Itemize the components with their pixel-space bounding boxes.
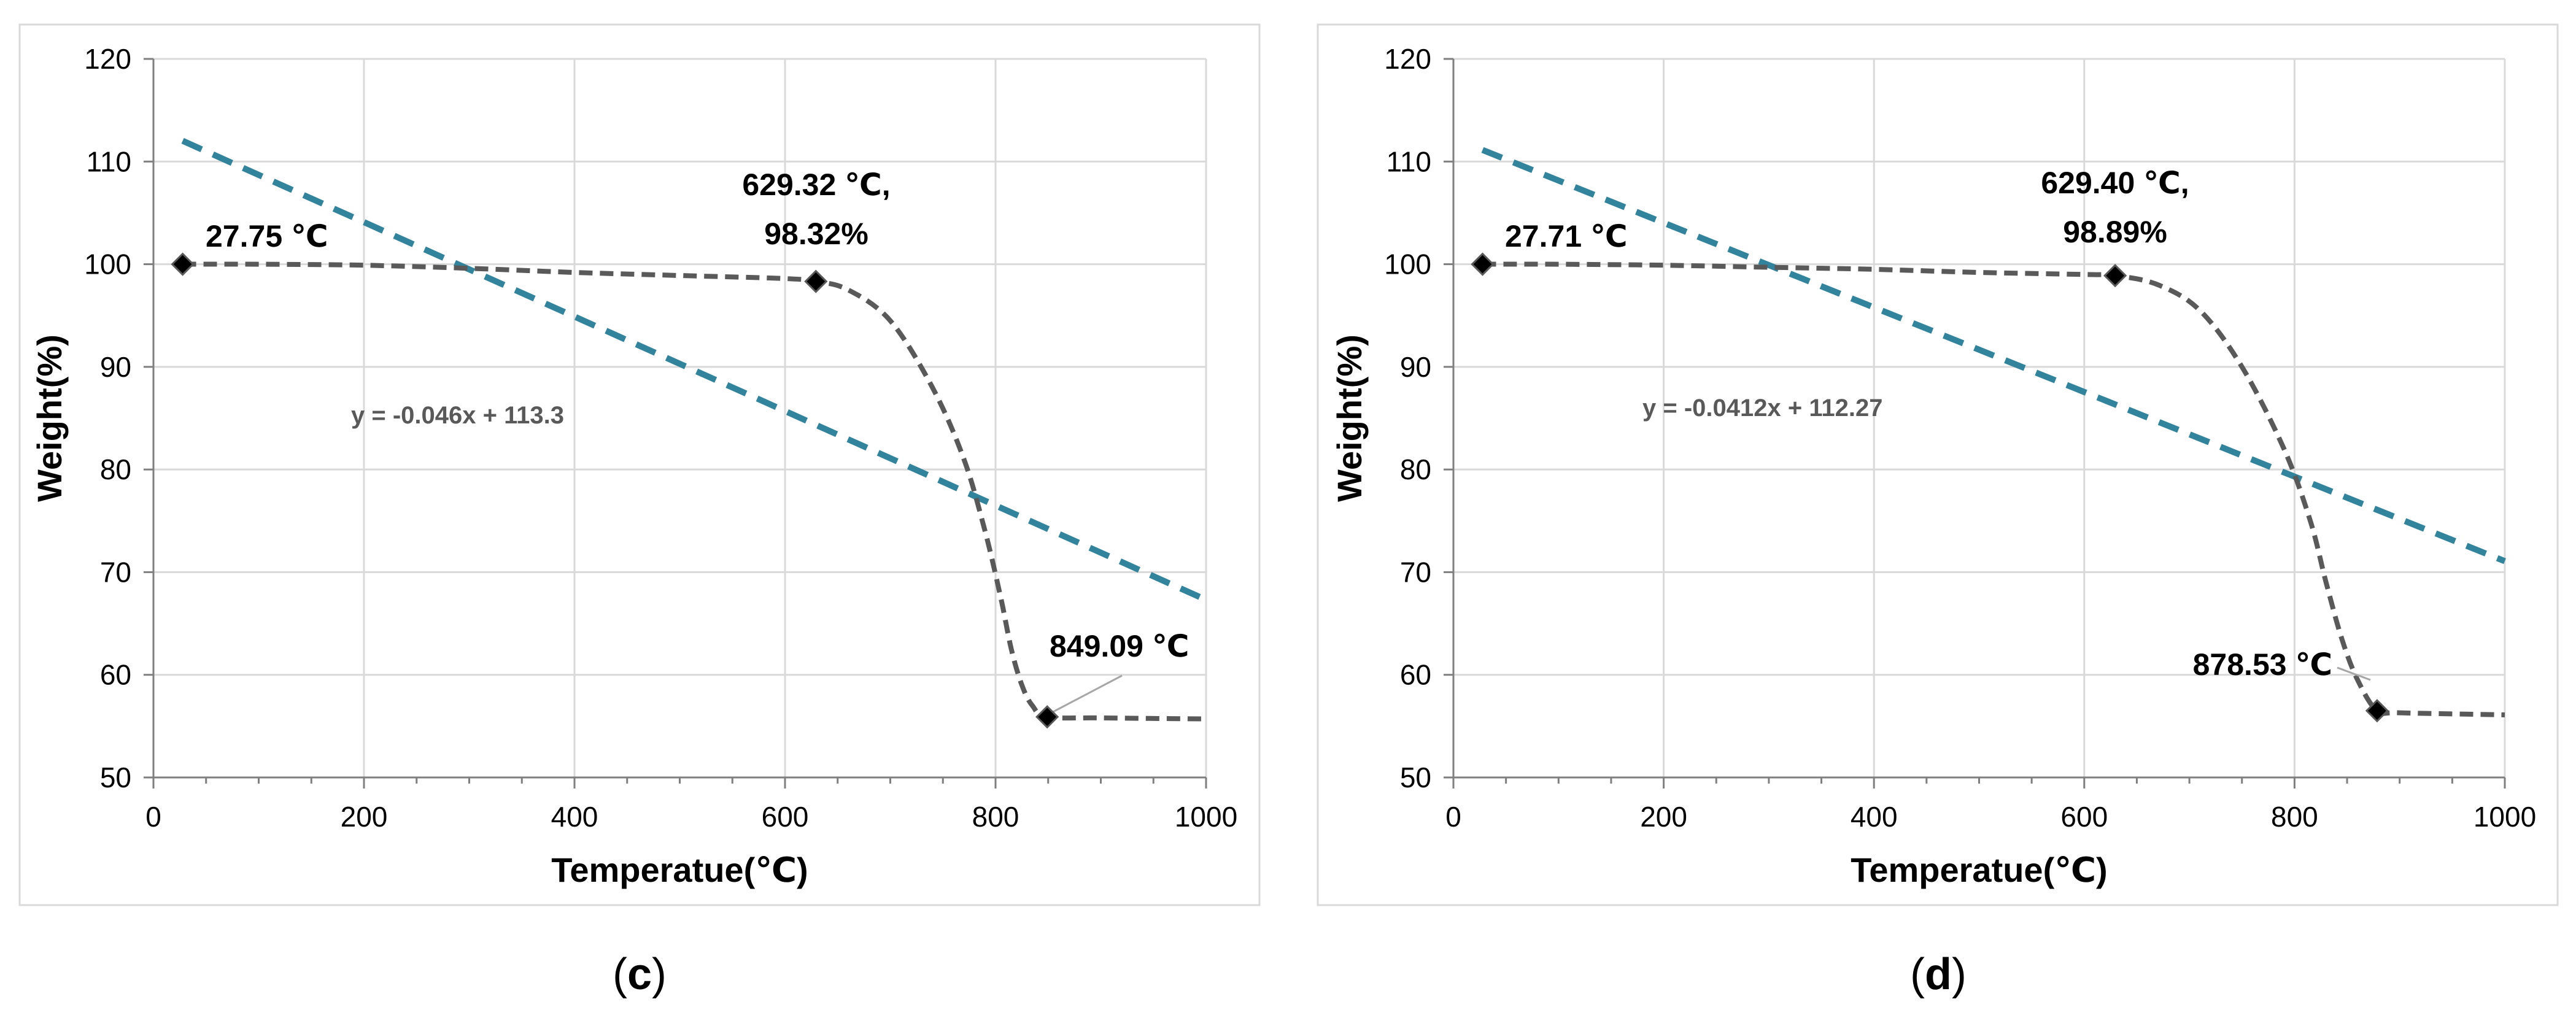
data-label: 849.09 ℃ <box>1050 629 1189 663</box>
y-tick-label: 60 <box>1400 659 1431 691</box>
x-tick-label: 600 <box>762 801 809 833</box>
y-tick-label: 120 <box>1384 43 1431 75</box>
x-tick-label: 400 <box>1851 801 1898 833</box>
x-tick-label: 0 <box>145 801 161 833</box>
data-label: 27.71 ℃ <box>1505 219 1628 253</box>
tga-curve <box>1482 261 2505 717</box>
data-point-marker <box>804 269 828 293</box>
y-tick-label: 110 <box>87 145 131 177</box>
data-label: 878.53 ℃ <box>2193 647 2332 682</box>
panel-label: (c) <box>613 950 667 999</box>
annotation-leader-line <box>1050 674 1123 714</box>
trendline-equation: y = -0.046x + 113.3 <box>351 402 564 429</box>
data-point-marker <box>1035 705 1059 729</box>
y-tick-label: 100 <box>1384 249 1431 280</box>
data-point-marker <box>2103 264 2127 288</box>
x-tick-label: 400 <box>551 801 598 833</box>
x-tick-label: 0 <box>1445 801 1461 833</box>
data-label: 629.40 ℃, <box>2041 166 2189 200</box>
trendline-equation: y = -0.0412x + 112.27 <box>1642 395 1882 422</box>
x-tick-label: 200 <box>1640 801 1687 833</box>
x-axis-title: Temperatue(℃) <box>551 850 808 889</box>
data-point-marker <box>1471 252 1495 276</box>
x-axis-title: Temperatue(℃) <box>1851 850 2107 889</box>
y-axis-title: Weight(%) <box>30 334 69 502</box>
chart-frame <box>18 23 1261 906</box>
annotation-leader-line <box>2337 666 2371 681</box>
chart-panel-c: 50 60 70 80 90 100 110 120 0 200 400 600 800 1000 Temp… <box>18 23 1261 999</box>
y-tick-label: 80 <box>1400 453 1431 485</box>
data-point-marker <box>2365 699 2389 723</box>
x-tick-label: 800 <box>972 801 1019 833</box>
x-tick-label: 600 <box>2060 801 2108 833</box>
x-tick-label: 800 <box>2271 801 2318 833</box>
y-tick-label: 50 <box>1400 762 1431 793</box>
data-label: 98.32% <box>764 217 868 251</box>
y-tick-label: 90 <box>100 351 131 383</box>
data-label: 27.75 ℃ <box>206 219 328 253</box>
y-axis-title: Weight(%) <box>1330 334 1369 502</box>
data-label: 98.89% <box>2063 215 2167 249</box>
data-point-marker <box>171 252 195 276</box>
panel-label: (d) <box>1910 950 1967 999</box>
x-tick-label: 1000 <box>2474 801 2536 833</box>
y-tick-label: 60 <box>100 659 131 691</box>
y-tick-label: 70 <box>100 556 131 588</box>
chart-panel-d: 50 60 70 80 90 100 110 120 0 200 400 600 800 1000 Temp… <box>1317 23 2559 999</box>
x-tick-label: 1000 <box>1175 801 1237 833</box>
trendline <box>181 137 1208 603</box>
y-tick-label: 50 <box>100 762 131 793</box>
y-tick-label: 80 <box>100 453 131 485</box>
y-tick-label: 100 <box>84 249 131 280</box>
data-label: 629.32 ℃, <box>742 168 890 202</box>
trendline <box>1481 147 2506 565</box>
y-tick-label: 90 <box>1400 351 1431 383</box>
x-tick-label: 200 <box>341 801 388 833</box>
y-tick-label: 110 <box>1387 145 1431 177</box>
tga-curve <box>182 261 1207 722</box>
y-tick-label: 70 <box>1400 556 1431 588</box>
chart-frame <box>1317 23 2559 906</box>
y-tick-label: 120 <box>84 43 131 75</box>
